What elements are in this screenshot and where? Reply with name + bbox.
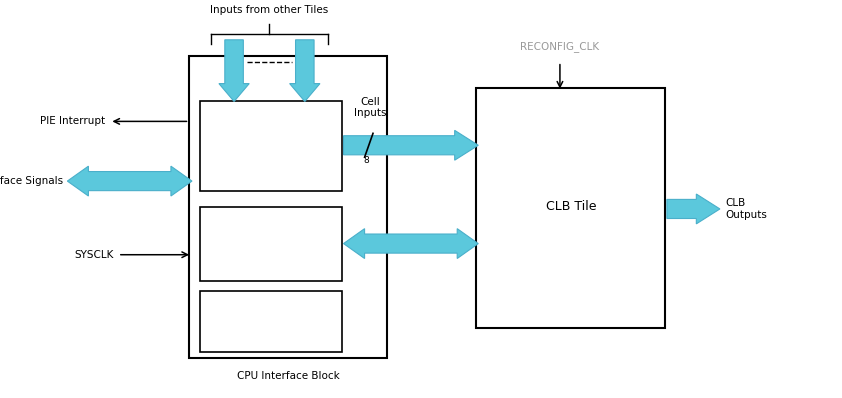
Text: Data Exchange
Memory: Data Exchange Memory bbox=[229, 310, 313, 332]
Polygon shape bbox=[67, 166, 192, 196]
Bar bbox=[200, 207, 342, 281]
Text: PIE Interrupt: PIE Interrupt bbox=[40, 116, 105, 127]
Text: SYSCLK: SYSCLK bbox=[74, 250, 114, 260]
Text: CLB Tile: CLB Tile bbox=[546, 201, 596, 213]
Polygon shape bbox=[667, 194, 720, 224]
Text: CLB
Outputs: CLB Outputs bbox=[726, 198, 768, 220]
Polygon shape bbox=[290, 40, 320, 101]
Bar bbox=[200, 101, 342, 191]
Text: 8: 8 bbox=[364, 156, 369, 165]
Polygon shape bbox=[219, 40, 249, 101]
Polygon shape bbox=[344, 131, 478, 160]
Bar bbox=[200, 291, 342, 352]
Text: Input Selection
& Filtering: Input Selection & Filtering bbox=[229, 135, 313, 157]
Text: CPU Interface Signals: CPU Interface Signals bbox=[0, 176, 63, 186]
Text: Cell
Inputs: Cell Inputs bbox=[354, 97, 386, 118]
Text: Inputs from other Tiles: Inputs from other Tiles bbox=[210, 5, 328, 15]
Bar bbox=[476, 88, 665, 328]
Text: CPU Interface Block: CPU Interface Block bbox=[237, 371, 339, 381]
Text: RECONFIG_CLK: RECONFIG_CLK bbox=[520, 41, 600, 52]
Bar bbox=[189, 56, 387, 358]
Polygon shape bbox=[344, 228, 478, 259]
Text: Control & Configuration
Registers: Control & Configuration Registers bbox=[205, 233, 337, 255]
